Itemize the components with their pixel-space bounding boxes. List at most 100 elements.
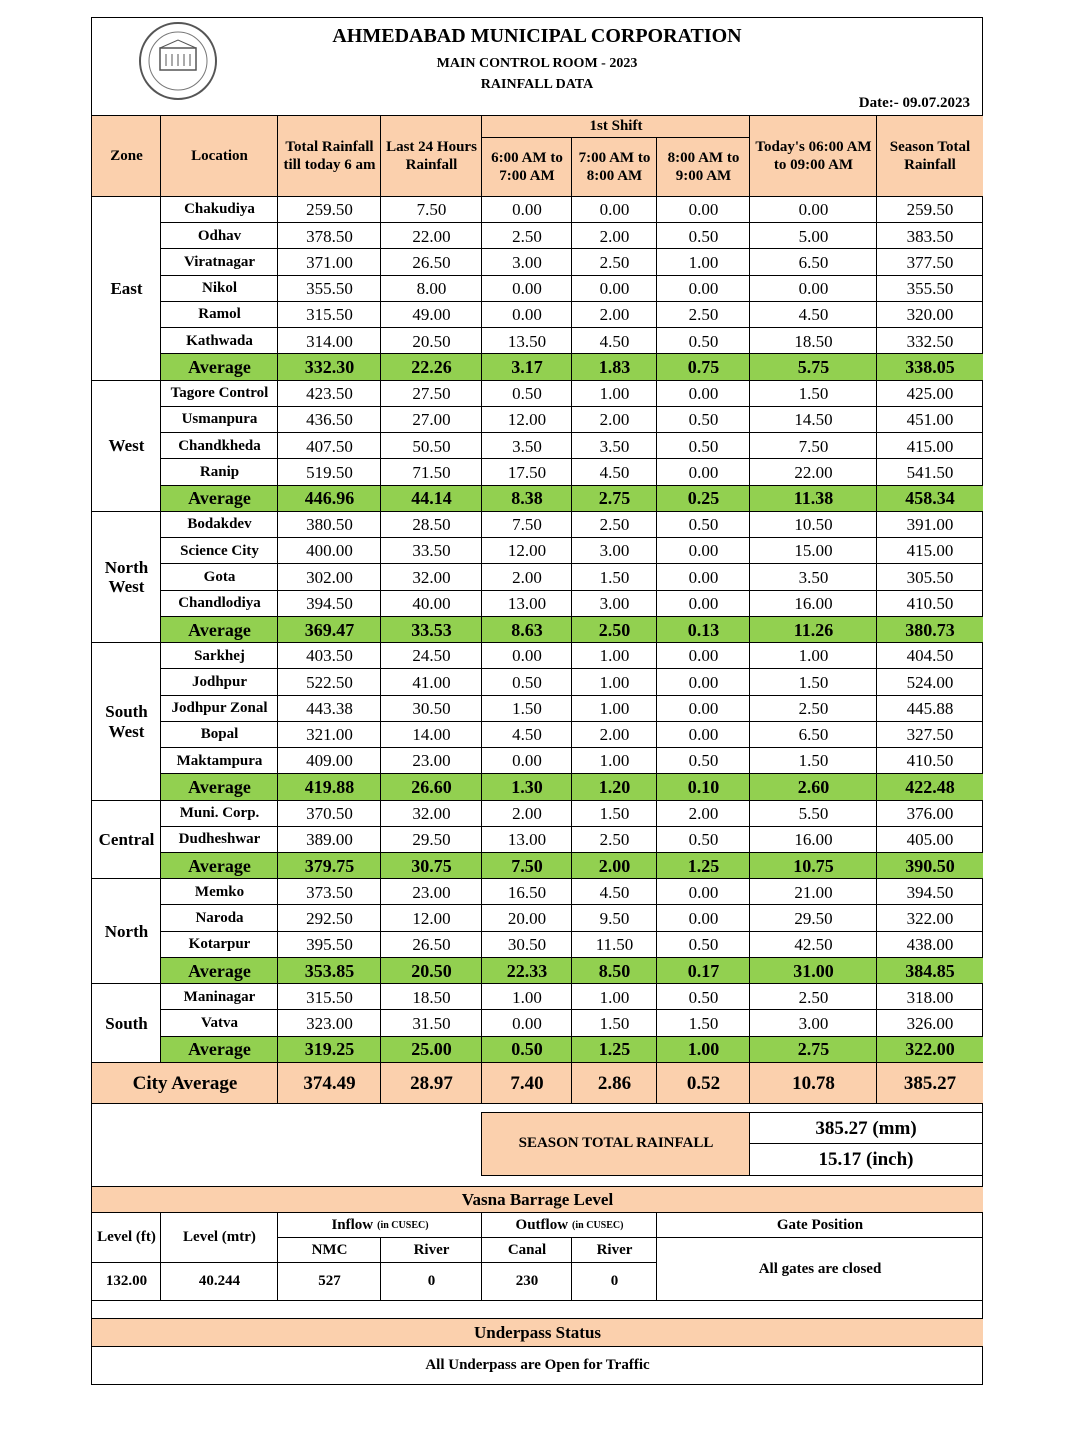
barrage-value: 0 (571, 1262, 657, 1301)
value: 16.50 (481, 878, 572, 906)
value: 12.00 (380, 904, 482, 932)
average-value: 1.30 (481, 773, 572, 801)
value: 445.88 (876, 694, 983, 722)
average-label: Average (160, 615, 278, 644)
value: 0.00 (656, 694, 750, 722)
value: 373.50 (277, 878, 381, 906)
value: 3.00 (571, 537, 657, 565)
zone: Central (91, 799, 161, 880)
divider (91, 1300, 983, 1301)
value: 2.00 (571, 720, 657, 749)
value: 13.00 (481, 589, 572, 617)
zone: South West (91, 642, 161, 801)
barrage-value: 527 (277, 1262, 381, 1301)
underpass-title: Underpass Status (91, 1318, 983, 1347)
value: 321.00 (277, 720, 381, 749)
average-value: 8.63 (481, 615, 572, 644)
header: NMC (277, 1237, 381, 1263)
average-value: 2.60 (749, 773, 877, 801)
location: Kotarpur (160, 930, 278, 958)
city-average-value: 2.86 (571, 1061, 657, 1104)
value: 21.00 (749, 878, 877, 906)
location: Odhav (160, 222, 278, 250)
average-value: 1.25 (571, 1035, 657, 1063)
value: 0.00 (481, 642, 572, 670)
value: 12.00 (481, 537, 572, 565)
value: 4.50 (571, 458, 657, 486)
title: AHMEDABAD MUNICIPAL CORPORATION (332, 24, 742, 47)
average-value: 379.75 (277, 852, 381, 880)
value: 371.00 (277, 248, 381, 276)
value: 28.50 (380, 510, 482, 539)
unit: (in CUSEC) (377, 1219, 429, 1231)
value: 26.50 (380, 248, 482, 276)
value: 11.50 (571, 930, 657, 958)
location: Chakudiya (160, 196, 278, 224)
value: 326.00 (876, 1009, 983, 1037)
value: 0.00 (656, 668, 750, 696)
value: 0.00 (481, 747, 572, 775)
value: 0.00 (571, 196, 657, 224)
value: 2.00 (481, 799, 572, 827)
value: 0.00 (656, 589, 750, 617)
value: 355.50 (876, 274, 983, 302)
value: 394.50 (876, 878, 983, 906)
value: 1.00 (571, 642, 657, 670)
value: 0.50 (656, 930, 750, 958)
season-mm: 385.27 (mm) (749, 1112, 983, 1144)
average-value: 44.14 (380, 484, 482, 512)
value: 49.00 (380, 300, 482, 329)
location: Gota (160, 563, 278, 591)
value: 1.00 (481, 983, 572, 1011)
location: Chandlodiya (160, 589, 278, 617)
value: 4.50 (749, 300, 877, 329)
average-value: 8.38 (481, 484, 572, 512)
value: 0.00 (481, 274, 572, 302)
value: 443.38 (277, 694, 381, 722)
value: 9.50 (571, 904, 657, 932)
location: Jodhpur Zonal (160, 694, 278, 722)
value: 30.50 (380, 694, 482, 722)
value: 17.50 (481, 458, 572, 486)
logo (139, 22, 217, 100)
value: 0.50 (656, 747, 750, 775)
value: 0.00 (656, 196, 750, 224)
value: 315.50 (277, 300, 381, 329)
value: 5.50 (749, 799, 877, 827)
average-value: 25.00 (380, 1035, 482, 1063)
average-value: 1.00 (656, 1035, 750, 1063)
value: 415.00 (876, 432, 983, 460)
average-value: 390.50 (876, 852, 983, 880)
value: 380.50 (277, 510, 381, 539)
value: 0.50 (656, 222, 750, 250)
value: 16.00 (749, 589, 877, 617)
value: 1.50 (571, 799, 657, 827)
location: Viratnagar (160, 248, 278, 276)
value: 23.00 (380, 747, 482, 775)
value: 32.00 (380, 799, 482, 827)
value: 6.50 (749, 248, 877, 276)
location: Nikol (160, 274, 278, 302)
value: 50.50 (380, 432, 482, 460)
value: 30.50 (481, 930, 572, 958)
average-value: 0.50 (481, 1035, 572, 1063)
value: 383.50 (876, 222, 983, 250)
value: 370.50 (277, 799, 381, 827)
value: 318.00 (876, 983, 983, 1011)
average-label: Average (160, 1035, 278, 1063)
barrage-title: Vasna Barrage Level (91, 1186, 983, 1213)
value: 31.50 (380, 1009, 482, 1037)
average-value: 2.50 (571, 615, 657, 644)
average-value: 380.73 (876, 615, 983, 644)
location: Usmanpura (160, 405, 278, 434)
average-value: 2.75 (571, 484, 657, 512)
header: Gate Position (656, 1212, 983, 1238)
gate-status: All gates are closed (656, 1237, 983, 1301)
average-value: 0.75 (656, 353, 750, 381)
value: 14.00 (380, 720, 482, 749)
location: Tagore Control (160, 379, 278, 407)
value: 2.50 (749, 983, 877, 1011)
value: 423.50 (277, 379, 381, 407)
header: Total Rainfall till today 6 am (277, 115, 381, 197)
